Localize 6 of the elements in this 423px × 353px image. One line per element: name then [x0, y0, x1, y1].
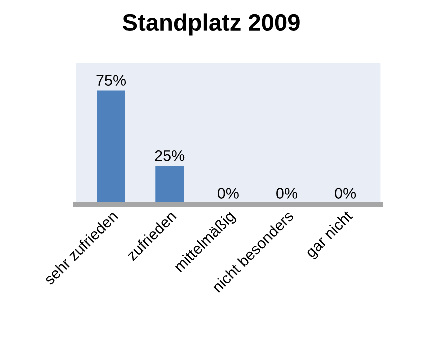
data-label: 0%: [218, 188, 239, 199]
data-label: 75%: [96, 75, 126, 86]
data-label: 0%: [276, 188, 298, 199]
data-label: 0%: [335, 188, 356, 199]
data-label: 25%: [155, 150, 185, 162]
chart-title: Standplatz 2009: [122, 14, 300, 36]
